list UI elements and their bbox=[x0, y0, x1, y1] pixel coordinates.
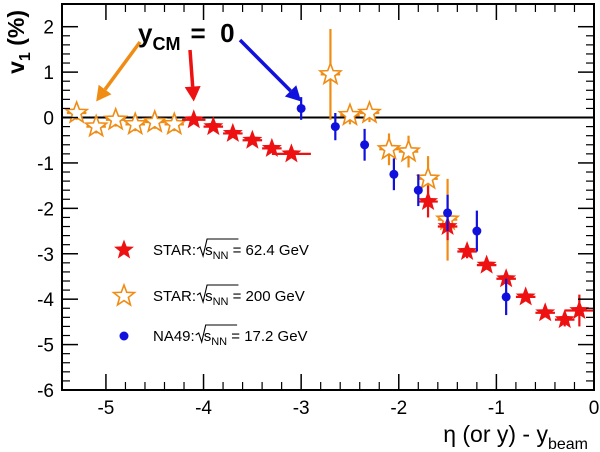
y-tick-label: -1 bbox=[37, 154, 54, 175]
annotation-arrows bbox=[96, 38, 302, 102]
legend-label-sqrt-sub: NN bbox=[211, 336, 227, 348]
x-tick-label: -5 bbox=[97, 398, 114, 419]
axis-ticks bbox=[62, 4, 595, 391]
legend-radical-sign bbox=[195, 324, 238, 345]
annotation-arrow-head bbox=[96, 84, 112, 102]
x-tick-label: -1 bbox=[488, 398, 505, 419]
y-tick-label: 1 bbox=[43, 63, 54, 84]
y-tick-label: -2 bbox=[37, 199, 54, 220]
y-axis-title-sub: 1 bbox=[17, 52, 34, 61]
data-point bbox=[413, 185, 423, 195]
annotation-arrow-head bbox=[284, 85, 302, 102]
data-point bbox=[242, 129, 263, 149]
legend-label-prefix: STAR: bbox=[153, 288, 196, 305]
legend-marker bbox=[119, 331, 129, 341]
legend-label: STAR: sNN = 200 GeV bbox=[153, 288, 305, 308]
legend-radical-sign bbox=[196, 238, 239, 259]
annotation-arrow-head bbox=[184, 85, 201, 102]
data-point bbox=[183, 109, 204, 129]
data-point bbox=[472, 226, 482, 236]
data-point bbox=[496, 268, 517, 288]
x-tick-label: 0 bbox=[589, 398, 600, 419]
data-point bbox=[415, 165, 441, 190]
legend-label-sqrt: s bbox=[204, 328, 212, 345]
data-point bbox=[535, 302, 556, 322]
x-axis-title: η (or y) - ybeam bbox=[443, 421, 588, 452]
data-point bbox=[501, 292, 511, 302]
data-point bbox=[83, 113, 109, 138]
y-tick-label: -5 bbox=[37, 336, 54, 357]
plot-frame bbox=[61, 3, 595, 391]
data-point bbox=[376, 136, 402, 161]
data-point bbox=[515, 286, 536, 306]
annotation-arrow-shaft bbox=[103, 40, 142, 91]
data-point bbox=[222, 122, 243, 142]
data-point bbox=[103, 106, 129, 131]
data-point bbox=[443, 208, 453, 218]
data-point bbox=[203, 116, 224, 136]
data-point bbox=[395, 138, 422, 163]
x-tick-label: -4 bbox=[195, 398, 212, 419]
annotation-arrow-shaft bbox=[238, 38, 292, 93]
ycm-annotation: yCM = 0 bbox=[138, 18, 235, 54]
legend-marker bbox=[114, 239, 134, 259]
data-point bbox=[356, 99, 383, 124]
data-point bbox=[360, 140, 370, 150]
legend-label-value: = 17.2 GeV bbox=[227, 328, 307, 345]
data-point bbox=[281, 143, 302, 163]
legend-label-value: = 62.4 GeV bbox=[228, 242, 308, 259]
data-point bbox=[389, 169, 399, 179]
y-tick-label: 0 bbox=[43, 109, 54, 130]
y-axis-title-suffix: (%) bbox=[3, 10, 29, 52]
data-point bbox=[261, 137, 282, 157]
legend-label-sqrt-sub: NN bbox=[213, 250, 229, 262]
x-axis-title-main: η (or y) - y bbox=[443, 421, 548, 447]
ycm-annotation-prefix: y bbox=[138, 18, 153, 48]
legend-label-sqrt-sub: NN bbox=[213, 296, 229, 308]
data-point bbox=[330, 122, 340, 132]
annotation-arrow-shaft bbox=[188, 49, 195, 87]
series-2 bbox=[296, 97, 511, 316]
legend-marker bbox=[111, 282, 137, 307]
ycm-annotation-sub: CM bbox=[152, 34, 180, 54]
x-tick-label: -2 bbox=[390, 398, 407, 419]
data-point bbox=[476, 254, 497, 274]
y-tick-label: -6 bbox=[37, 381, 54, 402]
data-point bbox=[296, 103, 306, 113]
data-point bbox=[337, 101, 363, 127]
y-axis-title: v1 (%) bbox=[3, 10, 34, 74]
legend-label: NA49: sNN = 17.2 GeV bbox=[153, 328, 308, 348]
y-tick-label: -3 bbox=[37, 245, 54, 266]
legend-radical-sign bbox=[196, 284, 239, 305]
y-tick-label: 2 bbox=[43, 18, 54, 39]
data-point bbox=[457, 240, 478, 260]
data-point bbox=[554, 309, 575, 329]
legend-label-prefix: STAR: bbox=[153, 242, 196, 259]
data-point bbox=[569, 300, 590, 320]
data-series bbox=[64, 28, 594, 329]
data-point bbox=[317, 61, 344, 86]
x-tick-label: -3 bbox=[293, 398, 310, 419]
legend-label-value: = 200 GeV bbox=[228, 288, 304, 305]
x-axis-title-sub: beam bbox=[548, 436, 588, 452]
data-point bbox=[142, 108, 168, 133]
tick-labels: -5 -4 -3 -2 -1 0 -6 -5 -4 -3 -2 -1 0 1 2 bbox=[37, 18, 599, 419]
data-point bbox=[122, 111, 148, 136]
legend-label-sqrt: s bbox=[205, 288, 213, 305]
legend-label: STAR: sNN = 62.4 GeV bbox=[153, 242, 309, 262]
y-tick-label: -4 bbox=[37, 290, 54, 311]
legend-label-sqrt: s bbox=[205, 242, 213, 259]
y-axis-title-main: v bbox=[3, 61, 29, 74]
ycm-annotation-suffix: = 0 bbox=[190, 18, 234, 48]
data-point bbox=[418, 191, 439, 211]
legend-label-prefix: NA49: bbox=[153, 328, 195, 345]
